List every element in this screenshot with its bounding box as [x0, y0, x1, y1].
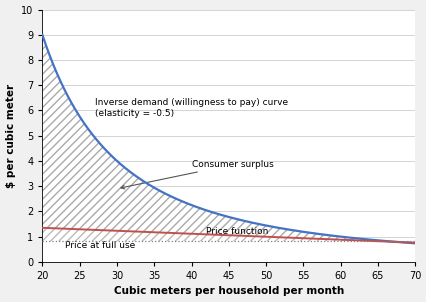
Text: Inverse demand (willingness to pay) curve
(elasticity = -0.5): Inverse demand (willingness to pay) curv… [95, 98, 287, 118]
Text: Price at full use: Price at full use [65, 242, 135, 250]
Text: Consumer surplus: Consumer surplus [121, 160, 273, 189]
X-axis label: Cubic meters per household per month: Cubic meters per household per month [113, 286, 343, 297]
Text: Price function: Price function [206, 226, 268, 236]
Y-axis label: $ per cubic meter: $ per cubic meter [6, 84, 15, 188]
